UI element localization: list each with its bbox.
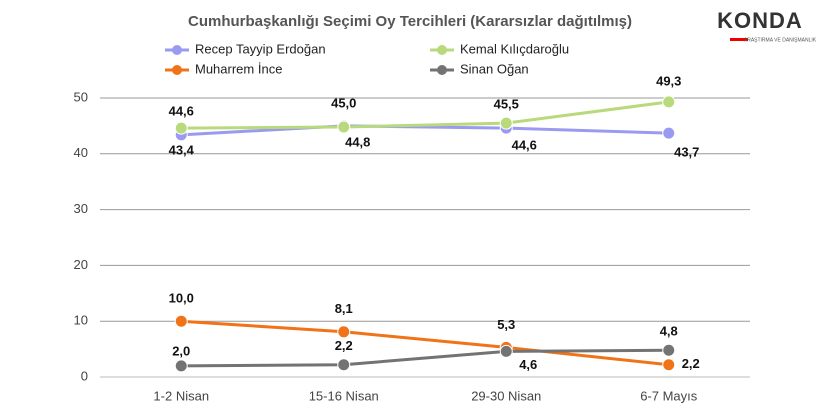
chart-title: Cumhurbaşkanlığı Seçimi Oy Tercihleri (K… (188, 13, 632, 30)
x-tick-label: 29-30 Nisan (471, 388, 541, 403)
series-line (181, 124, 669, 137)
value-label: 5,3 (497, 317, 515, 332)
value-label: 49,3 (656, 73, 681, 88)
legend-marker (172, 65, 182, 75)
legend-label: Kemal Kılıçdaroğlu (460, 41, 569, 56)
legend-label: Sinan Oğan (460, 61, 529, 76)
legend-marker (437, 65, 447, 75)
series-line (181, 100, 669, 130)
value-label: 43,4 (169, 142, 195, 157)
value-label: 44,6 (169, 104, 194, 119)
logo-bar (730, 38, 748, 41)
point (337, 358, 351, 372)
value-label: 4,6 (519, 357, 537, 372)
y-tick-label: 20 (74, 257, 88, 272)
legend-marker (172, 45, 182, 55)
series-line (181, 348, 669, 368)
point (174, 121, 188, 135)
logo-tagline: ARAŞTIRMA VE DANIŞMANLIK (744, 37, 817, 43)
y-tick-label: 10 (74, 313, 88, 328)
value-label: 43,7 (674, 145, 699, 160)
point (662, 126, 676, 140)
point (174, 314, 188, 328)
x-tick-label: 6-7 Mayıs (640, 388, 698, 403)
point (662, 343, 676, 357)
point (337, 120, 351, 134)
value-label: 8,1 (335, 301, 353, 316)
legend-label: Muharrem İnce (195, 61, 282, 76)
x-tick-label: 15-16 Nisan (309, 388, 379, 403)
value-label: 44,8 (345, 134, 370, 149)
value-label: 45,0 (331, 95, 356, 110)
x-tick-label: 1-2 Nisan (153, 388, 209, 403)
point (662, 95, 676, 109)
point (174, 359, 188, 373)
value-label: 2,0 (172, 343, 190, 358)
value-label: 2,2 (682, 356, 700, 371)
series-line (181, 319, 669, 367)
value-label: 2,2 (335, 338, 353, 353)
y-tick-label: 40 (74, 145, 88, 160)
value-label: 10,0 (169, 291, 194, 306)
y-tick-label: 0 (81, 368, 88, 383)
logo: KONDA (717, 8, 803, 33)
value-label: 44,6 (512, 138, 537, 153)
value-label: 4,8 (660, 324, 678, 339)
legend-marker (437, 45, 447, 55)
y-tick-label: 30 (74, 201, 88, 216)
point (499, 344, 513, 358)
point (337, 325, 351, 339)
point (499, 116, 513, 130)
point (662, 358, 676, 372)
y-tick-label: 50 (74, 89, 88, 104)
value-label: 45,5 (494, 97, 519, 112)
legend-label: Recep Tayyip Erdoğan (195, 41, 326, 56)
